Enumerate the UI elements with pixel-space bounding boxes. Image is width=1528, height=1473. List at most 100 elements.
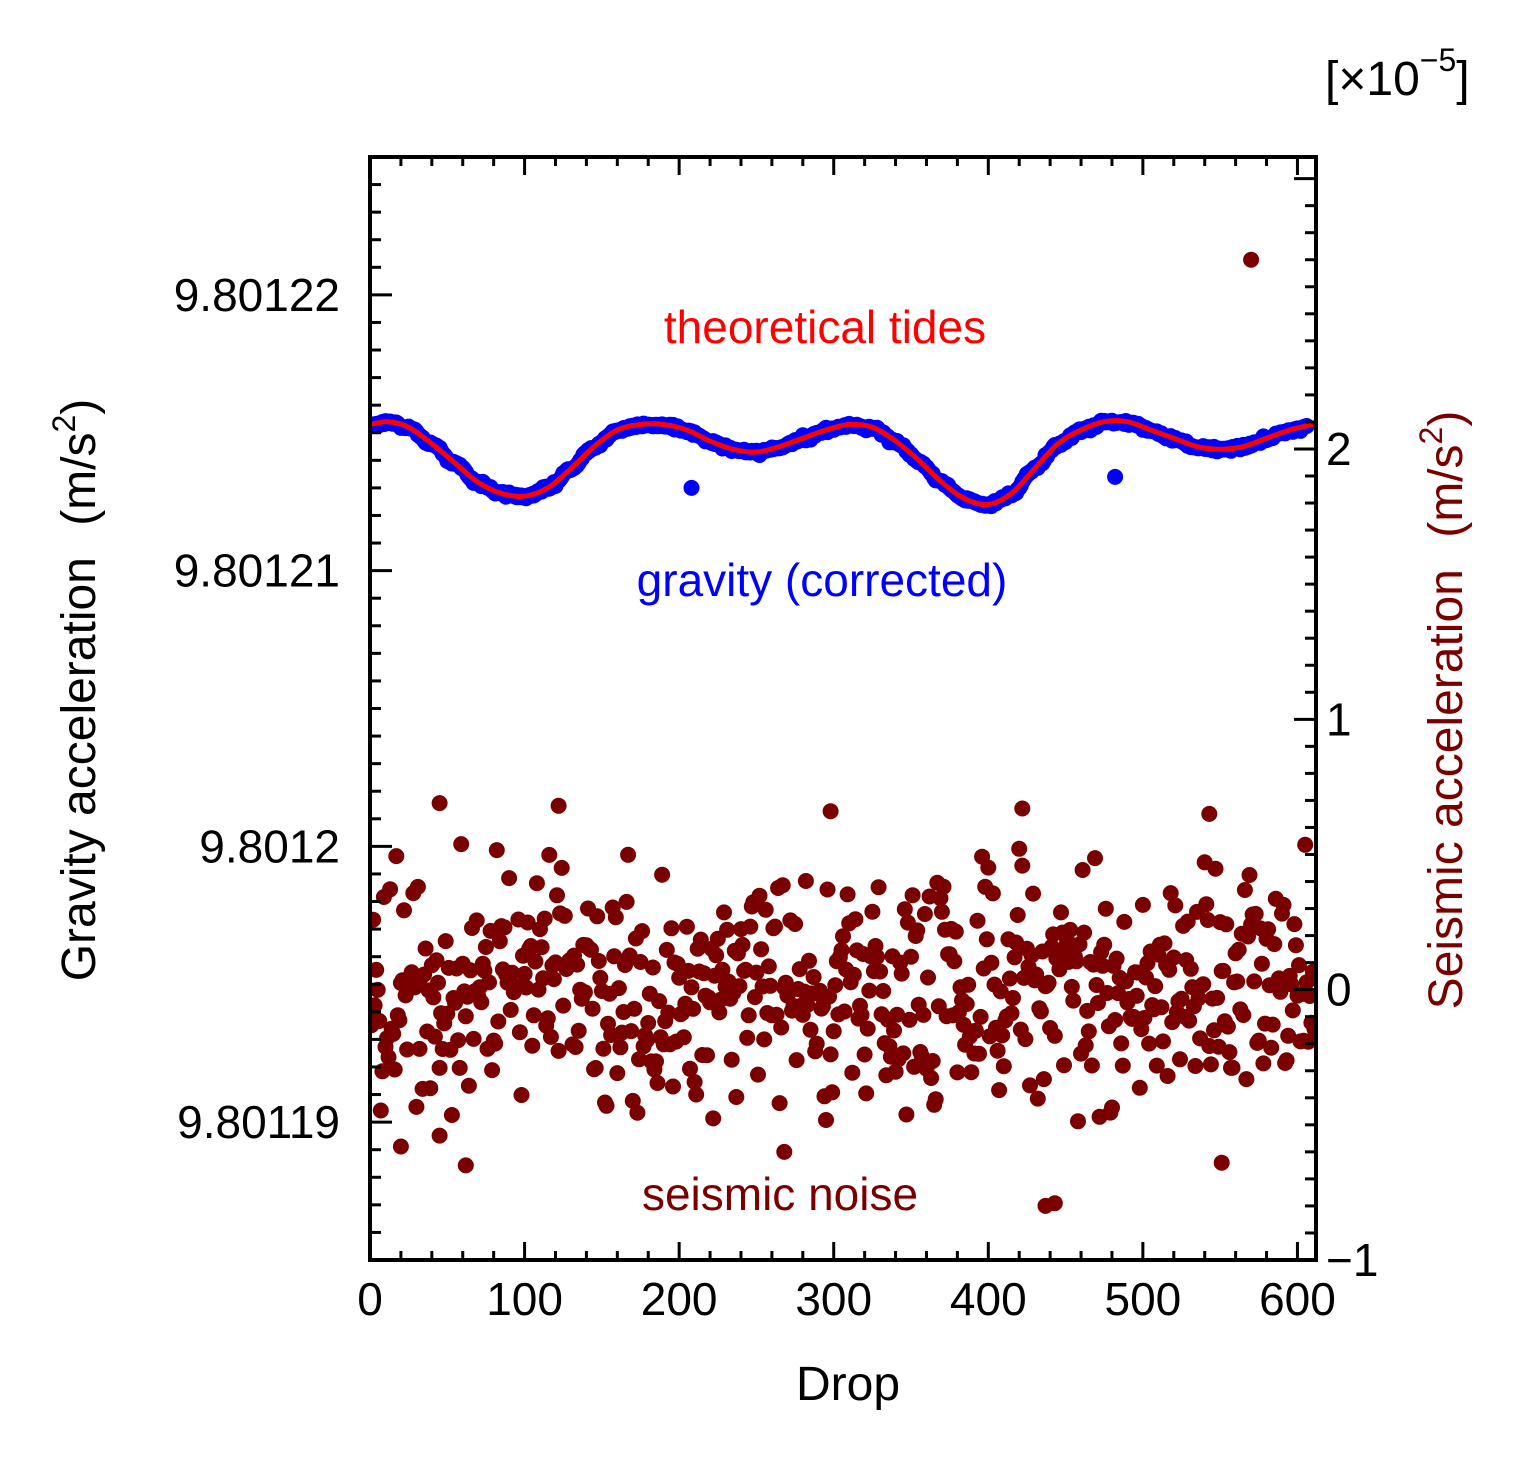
seismic-point xyxy=(447,994,463,1011)
seismic-point xyxy=(1221,1044,1238,1061)
seismic-point xyxy=(391,1012,408,1029)
seismic-point-extreme xyxy=(822,803,839,820)
seismic-point xyxy=(1195,976,1212,993)
seismic-point xyxy=(886,1022,902,1039)
seismic-point xyxy=(1236,882,1253,898)
seismic-point xyxy=(1255,1055,1272,1072)
seismic-point xyxy=(870,879,887,896)
seismic-point xyxy=(1181,1012,1198,1029)
annotation-theoretical-tides: theoretical tides xyxy=(664,301,986,353)
seismic-point xyxy=(924,1053,941,1069)
seismic-point xyxy=(1025,885,1042,902)
seismic-point xyxy=(675,1029,692,1046)
seismic-point xyxy=(1040,974,1057,991)
seismic-point-extreme xyxy=(1201,805,1218,822)
seismic-point xyxy=(861,982,878,999)
seismic-point xyxy=(409,878,426,895)
seismic-point xyxy=(1240,928,1256,945)
seismic-point xyxy=(386,1061,403,1078)
seismic-point xyxy=(481,974,497,991)
seismic-point xyxy=(992,983,1009,1000)
seismic-point xyxy=(553,859,570,876)
seismic-point xyxy=(644,959,661,976)
seismic-point xyxy=(396,902,412,919)
seismic-point xyxy=(1224,1059,1241,1076)
svg-text:Seismic acceleration (m/: Seismic acceleration (m/s2) xyxy=(1413,411,1473,1010)
seismic-point xyxy=(1190,990,1207,1007)
seismic-point xyxy=(1006,949,1023,966)
seismic-point xyxy=(631,1051,647,1068)
seismic-point xyxy=(808,1035,825,1052)
seismic-point xyxy=(1108,950,1125,967)
seismic-point xyxy=(1009,907,1026,923)
seismic-point xyxy=(576,984,593,1001)
seismic-point xyxy=(370,911,382,928)
seismic-point xyxy=(1306,1021,1316,1038)
seismic-point xyxy=(714,961,731,978)
seismic-point xyxy=(618,893,635,910)
seismic-point xyxy=(872,963,889,980)
seismic-point xyxy=(774,877,791,894)
x-tick-label: 500 xyxy=(1105,1273,1182,1325)
seismic-point xyxy=(909,922,926,939)
seismic-point xyxy=(451,1059,468,1076)
seismic-point xyxy=(1114,1057,1131,1074)
seismic-point xyxy=(437,933,454,950)
seismic-point xyxy=(453,836,470,853)
seismic-point-extreme xyxy=(776,1143,793,1160)
seismic-point xyxy=(1297,836,1314,853)
left-axis-title-text: Gravity acceleration xyxy=(53,557,106,981)
seismic-point xyxy=(569,956,586,973)
seismic-point xyxy=(371,1013,388,1029)
seismic-point xyxy=(462,962,479,979)
seismic-point xyxy=(1017,1031,1034,1048)
seismic-point xyxy=(632,954,649,970)
seismic-point xyxy=(1264,1016,1281,1033)
seismic-point xyxy=(589,908,606,925)
seismic-point xyxy=(927,1091,944,1108)
seismic-point xyxy=(734,936,751,953)
seismic-point xyxy=(1253,955,1270,972)
seismic-point xyxy=(904,887,921,904)
seismic-point xyxy=(969,912,986,929)
seismic-point xyxy=(760,958,777,975)
seismic-point xyxy=(1153,999,1170,1016)
seismic-point xyxy=(1096,936,1113,953)
seismic-point xyxy=(915,1006,932,1023)
seismic-point xyxy=(524,1037,541,1054)
seismic-point xyxy=(692,931,709,948)
seismic-point xyxy=(833,942,850,959)
seismic-point xyxy=(1182,960,1199,977)
seismic-point xyxy=(893,965,910,982)
seismic-point-extreme xyxy=(457,1157,474,1174)
seismic-point xyxy=(408,1098,425,1115)
seismic-point xyxy=(751,887,768,904)
seismic-point xyxy=(570,1022,587,1039)
seismic-point xyxy=(1263,1039,1280,1056)
seismic-point xyxy=(519,914,536,931)
seismic-point xyxy=(370,981,386,998)
seismic-point xyxy=(825,1023,842,1040)
seismic-point xyxy=(728,1089,745,1105)
seismic-point xyxy=(1187,1058,1204,1074)
seismic-point xyxy=(606,948,623,965)
seismic-point xyxy=(1161,961,1178,978)
y-left-tick-label: 9.8012 xyxy=(199,820,340,872)
seismic-point xyxy=(819,881,836,898)
seismic-point xyxy=(896,901,913,918)
left-axis-unit-exponent: 2 xyxy=(46,415,82,433)
seismic-point xyxy=(1076,924,1093,941)
seismic-point xyxy=(638,1032,655,1049)
seismic-point xyxy=(1029,1090,1046,1107)
x-tick-label: 600 xyxy=(1259,1273,1336,1325)
y-left-tick-label: 9.80122 xyxy=(174,269,340,321)
seismic-point xyxy=(527,953,544,970)
seismic-point xyxy=(967,1022,984,1039)
seismic-point xyxy=(473,994,490,1011)
seismic-point xyxy=(994,1027,1011,1044)
seismic-point xyxy=(370,961,385,978)
seismic-point xyxy=(1074,862,1091,878)
seismic-point xyxy=(1063,978,1080,995)
seismic-point xyxy=(839,886,856,903)
seismic-point xyxy=(708,947,725,964)
